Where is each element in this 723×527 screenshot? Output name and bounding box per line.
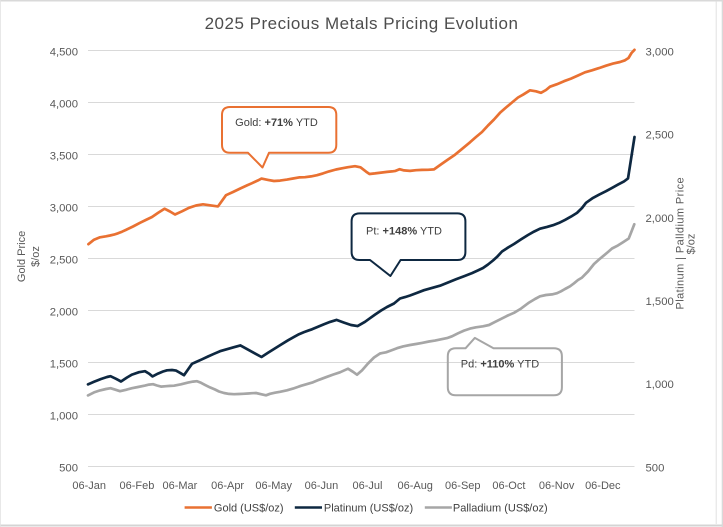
svg-text:06-Nov: 06-Nov xyxy=(539,480,575,492)
svg-text:500: 500 xyxy=(646,462,665,474)
svg-text:$/oz: $/oz xyxy=(30,246,42,267)
svg-text:Palladium (US$/oz): Palladium (US$/oz) xyxy=(453,502,548,514)
svg-text:1,000: 1,000 xyxy=(50,410,78,422)
svg-text:4,500: 4,500 xyxy=(50,46,78,58)
svg-text:Platinum | Palldium Price: Platinum | Palldium Price xyxy=(675,177,687,310)
svg-text:06-Jun: 06-Jun xyxy=(305,480,339,492)
svg-text:06-Mar: 06-Mar xyxy=(162,480,197,492)
svg-text:3,000: 3,000 xyxy=(50,202,78,214)
svg-text:06-Apr: 06-Apr xyxy=(211,480,244,492)
svg-text:1,500: 1,500 xyxy=(646,296,674,308)
svg-text:4,000: 4,000 xyxy=(50,98,78,110)
svg-text:06-Jan: 06-Jan xyxy=(72,480,106,492)
svg-text:Gold: +71% YTD: Gold: +71% YTD xyxy=(235,117,318,129)
svg-text:06-Dec: 06-Dec xyxy=(585,480,621,492)
svg-text:Pd: +110% YTD: Pd: +110% YTD xyxy=(461,359,539,371)
svg-text:06-Sep: 06-Sep xyxy=(445,480,480,492)
svg-text:3,000: 3,000 xyxy=(646,46,674,58)
svg-text:Platinum (US$/oz): Platinum (US$/oz) xyxy=(324,502,413,514)
svg-text:06-Feb: 06-Feb xyxy=(119,480,154,492)
svg-text:$/oz: $/oz xyxy=(686,234,698,255)
svg-text:2,000: 2,000 xyxy=(646,213,674,225)
svg-text:Pt: +148% YTD: Pt: +148% YTD xyxy=(366,226,442,238)
svg-text:2025 Precious Metals Pricing E: 2025 Precious Metals Pricing Evolution xyxy=(205,14,519,33)
svg-text:Gold Price: Gold Price xyxy=(16,231,28,282)
svg-text:2,500: 2,500 xyxy=(646,130,674,142)
svg-text:06-Jul: 06-Jul xyxy=(353,480,383,492)
svg-text:06-Oct: 06-Oct xyxy=(492,480,525,492)
svg-text:2,500: 2,500 xyxy=(50,254,78,266)
svg-text:3,500: 3,500 xyxy=(50,150,78,162)
svg-text:1,500: 1,500 xyxy=(50,358,78,370)
svg-text:500: 500 xyxy=(59,462,78,474)
svg-text:06-Aug: 06-Aug xyxy=(397,480,432,492)
svg-text:1,000: 1,000 xyxy=(646,379,674,391)
svg-text:Gold (US$/oz): Gold (US$/oz) xyxy=(214,502,284,514)
svg-text:06-May: 06-May xyxy=(255,480,292,492)
svg-text:2,000: 2,000 xyxy=(50,306,78,318)
